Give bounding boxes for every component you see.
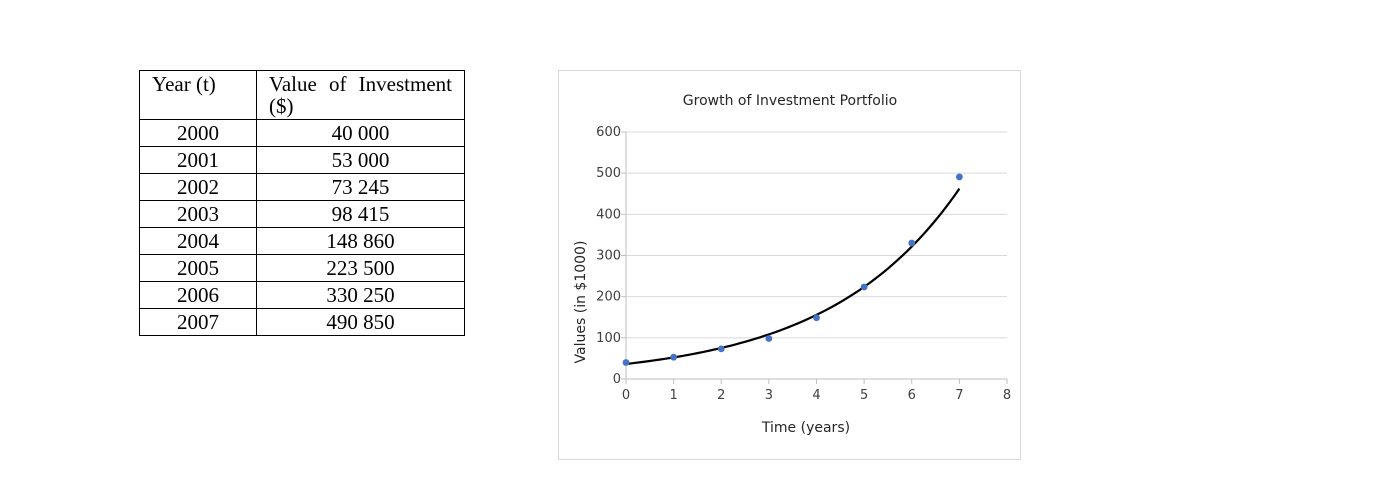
y-tick-label: 500 [596, 166, 621, 181]
value-cell: 53 000 [256, 146, 465, 174]
header-year: Year (t) [139, 70, 257, 120]
header-value: Value of Investment ($) [256, 70, 465, 120]
x-tick-label: 7 [955, 388, 963, 403]
data-point [955, 173, 963, 181]
axes [621, 131, 1008, 384]
table-row: 2004 148 860 [139, 227, 465, 255]
table-row: 2001 53 000 [139, 146, 465, 174]
table-row: 2005 223 500 [139, 254, 465, 282]
table-row: 2006 330 250 [139, 281, 465, 309]
year-cell: 2005 [139, 254, 257, 282]
value-cell: 148 860 [256, 227, 465, 255]
table-row: 2002 73 245 [139, 173, 465, 201]
value-cell: 330 250 [256, 281, 465, 309]
x-tick-label: 2 [717, 388, 725, 403]
data-points [622, 173, 963, 366]
table-body: 2000 40 000 2001 53 000 2002 73 245 2003 98 415… [139, 119, 465, 336]
y-tick-label: 300 [596, 249, 621, 264]
tick-labels: 0 100 200 300 400 500 600 0 1 2 3 4 5 6 7 8 [596, 125, 1011, 403]
chart-area: 0 100 200 300 400 500 600 0 1 2 3 4 5 6 7 8 Growth of I… [558, 70, 1021, 460]
x-tick-label: 5 [860, 388, 868, 403]
x-tick-label: 1 [669, 388, 677, 403]
x-tick-label: 6 [908, 388, 916, 403]
value-cell: 490 850 [256, 308, 465, 336]
x-tick-label: 4 [812, 388, 820, 403]
table-row: 2000 40 000 [139, 119, 465, 147]
x-tick-label: 0 [622, 388, 630, 403]
year-cell: 2002 [139, 173, 257, 201]
x-axis-title: Time (years) [761, 420, 850, 436]
x-tick-label: 3 [765, 388, 773, 403]
table-row: 2003 98 415 [139, 200, 465, 228]
y-tick-label: 0 [613, 372, 621, 387]
data-point [765, 335, 773, 342]
scatter-chart: 0 100 200 300 400 500 600 0 1 2 3 4 5 6 7 8 Growth of I… [573, 93, 1011, 436]
year-cell: 2000 [139, 119, 257, 147]
data-point [860, 283, 868, 291]
y-axis-title: Values (in $1000) [573, 241, 589, 364]
value-cell: 223 500 [256, 254, 465, 282]
year-cell: 2006 [139, 281, 257, 309]
data-point [622, 359, 630, 366]
x-tick-label: 8 [1003, 388, 1011, 403]
gridlines [626, 131, 1007, 339]
investment-table: Year (t) Value of Investment ($) 2000 40 … [139, 70, 465, 336]
year-cell: 2001 [139, 146, 257, 174]
data-point [908, 239, 916, 247]
y-tick-label: 100 [596, 331, 621, 346]
chart-title: Growth of Investment Portfolio [683, 93, 897, 109]
table-header-row: Year (t) Value of Investment ($) [139, 70, 465, 120]
y-tick-label: 600 [596, 125, 621, 140]
year-cell: 2007 [139, 308, 257, 336]
data-point [717, 345, 725, 353]
data-point [670, 353, 678, 361]
trendline [625, 188, 961, 366]
data-point [813, 314, 820, 322]
year-cell: 2003 [139, 200, 257, 228]
y-tick-label: 200 [596, 290, 621, 305]
value-cell: 98 415 [256, 200, 465, 228]
value-cell: 40 000 [256, 119, 465, 147]
y-tick-label: 400 [596, 207, 621, 222]
value-cell: 73 245 [256, 173, 465, 201]
table-row: 2007 490 850 [139, 308, 465, 336]
year-cell: 2004 [139, 227, 257, 255]
